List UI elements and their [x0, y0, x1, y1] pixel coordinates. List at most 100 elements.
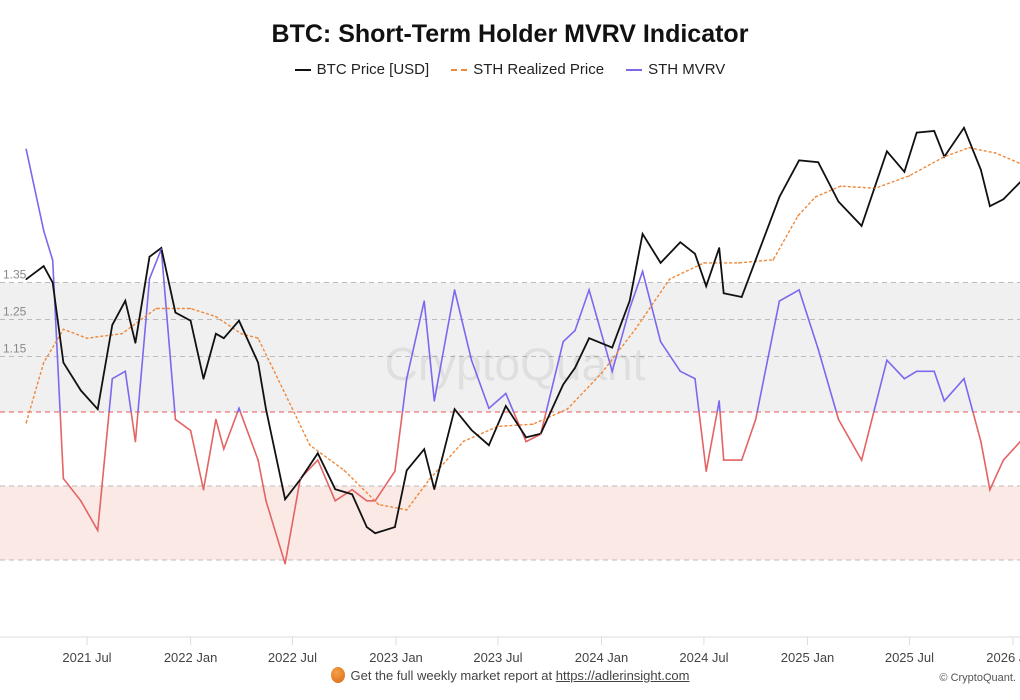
mvrv-point [798, 289, 800, 291]
btc-price-point [886, 150, 888, 153]
mvrv-point [189, 429, 192, 432]
mvrv-point [257, 459, 259, 461]
btc-price-point [405, 469, 408, 472]
chart-title: BTC: Short-Term Holder MVRV Indicator [271, 20, 749, 48]
btc-price-point [148, 255, 151, 258]
btc-price-point [1002, 198, 1005, 201]
mvrv-point [705, 470, 708, 473]
mvrv-point [539, 433, 542, 436]
realized-price-line [25, 146, 1020, 511]
realized-price-point [405, 509, 408, 511]
btc-price-point [96, 408, 99, 411]
mvrv-point [588, 289, 590, 291]
btc-price-point [694, 252, 696, 255]
realized-price-point [814, 196, 817, 198]
btc-price-point [754, 259, 757, 261]
legend-label: STH Realized Price [473, 61, 605, 78]
btc-price-point [334, 488, 337, 490]
mvrv-point [525, 440, 527, 443]
btc-price-point [933, 130, 935, 132]
btc-price-point [351, 493, 353, 495]
realized-price-point [703, 262, 705, 264]
btc-price-point [25, 278, 28, 281]
x-tick-label: 2023 Jan [369, 650, 423, 665]
btc-price-point [134, 342, 137, 344]
btc-price-point [62, 361, 65, 364]
realized-price-point [600, 372, 603, 375]
mvrv-point [488, 407, 490, 410]
mvrv-point [62, 477, 65, 480]
realized-price-point [189, 307, 192, 310]
x-tick-label: 2024 Jul [679, 650, 728, 665]
btc-price-point [628, 299, 631, 302]
realized-price-point [797, 215, 799, 217]
legend: BTC Price [USD] STH Realized Price STH M… [0, 61, 1020, 78]
y-tick-label: 1.15 [3, 342, 27, 356]
copyright: © CryptoQuant. [939, 672, 1016, 684]
mvrv-point [505, 392, 507, 395]
mvrv-point [42, 229, 45, 232]
mvrv-point [903, 377, 906, 380]
btc-price-point [80, 389, 82, 392]
btc-price-point [423, 448, 425, 450]
x-tick-label: 2026 Jan [986, 650, 1020, 665]
mvrv-point [51, 259, 54, 262]
mvrv-point [174, 418, 177, 421]
mvrv-point [628, 307, 631, 310]
mvrv-point [433, 400, 436, 402]
band-lower [0, 486, 1020, 560]
mvrv-point [299, 477, 302, 480]
mvrv-point [860, 459, 863, 461]
btc-price-point [915, 131, 918, 134]
btc-price-point [222, 337, 225, 340]
btc-price-point [174, 311, 177, 314]
footer-link[interactable]: https://adlerinsight.com [555, 668, 690, 683]
x-tick-label: 2024 Jan [575, 650, 629, 665]
btc-price-point [42, 265, 45, 267]
legend-item-price[interactable]: BTC Price [USD] [294, 61, 429, 78]
btc-price-point [265, 408, 267, 411]
realized-price-point [121, 332, 123, 335]
btc-price-point [453, 408, 456, 411]
mvrv-point [394, 470, 396, 473]
footer-text: Get the full weekly market report at [350, 668, 556, 683]
btc-price-point [365, 526, 368, 528]
btc-price-point [705, 285, 708, 287]
mvrv-point [202, 488, 205, 491]
btc-price-point [374, 532, 377, 534]
realized-price-point [943, 155, 946, 158]
realized-price-point [428, 478, 431, 481]
legend-swatch [626, 68, 643, 71]
mvrv-point [215, 418, 217, 421]
realized-price-point [25, 422, 28, 424]
btc-price-point [659, 262, 662, 264]
legend-swatch [294, 68, 311, 71]
realized-price-point [994, 152, 997, 154]
btc-price-point [316, 452, 319, 455]
btc-price-point [798, 159, 800, 162]
mvrv-point [837, 418, 840, 421]
mvrv-point [963, 377, 965, 380]
btc-price-point [189, 319, 192, 322]
mvrv-point [284, 562, 286, 565]
btc-price-point [124, 299, 127, 302]
mvrv-point [111, 377, 114, 380]
mvrv-line-below [59, 412, 1020, 564]
legend-item-realized[interactable]: STH Realized Price [451, 61, 604, 78]
mvrv-point [562, 340, 565, 343]
btc-price-point [574, 367, 576, 369]
mvrv-point [316, 459, 319, 461]
footer: Get the full weekly market report at htt… [0, 667, 1020, 683]
btc-price-point [860, 225, 863, 227]
realized-price-point [839, 185, 842, 187]
mvrv-point [740, 459, 743, 461]
realized-price-point [343, 469, 346, 472]
realized-price-point [377, 503, 380, 506]
x-tick-label: 2023 Jul [473, 650, 522, 665]
mvrv-point [374, 500, 377, 502]
legend-item-mvrv[interactable]: STH MVRV [626, 61, 725, 78]
btc-price-point [778, 196, 781, 198]
mvrv-point [405, 377, 408, 380]
mvrv-point [611, 370, 614, 373]
